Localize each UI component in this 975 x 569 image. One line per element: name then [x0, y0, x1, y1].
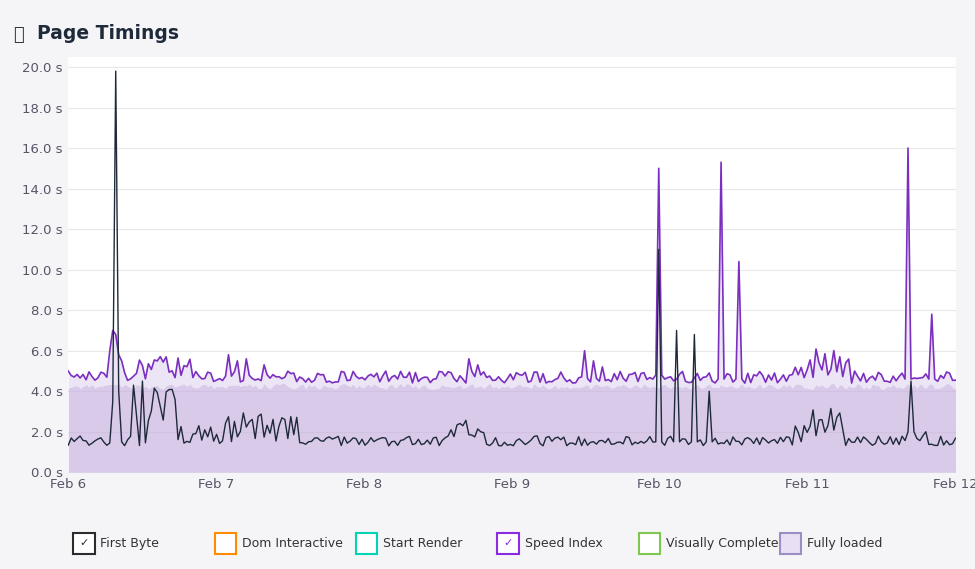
Text: Start Render: Start Render — [383, 537, 462, 550]
Text: Dom Interactive: Dom Interactive — [242, 537, 342, 550]
Text: Page Timings: Page Timings — [37, 24, 179, 43]
Text: Visually Complete: Visually Complete — [666, 537, 778, 550]
Text: First Byte: First Byte — [100, 537, 159, 550]
Text: Speed Index: Speed Index — [525, 537, 603, 550]
Text: ✓: ✓ — [503, 538, 513, 549]
Text: ✓: ✓ — [79, 538, 89, 549]
Text: Fully loaded: Fully loaded — [807, 537, 882, 550]
Text: ⌛: ⌛ — [13, 26, 23, 44]
